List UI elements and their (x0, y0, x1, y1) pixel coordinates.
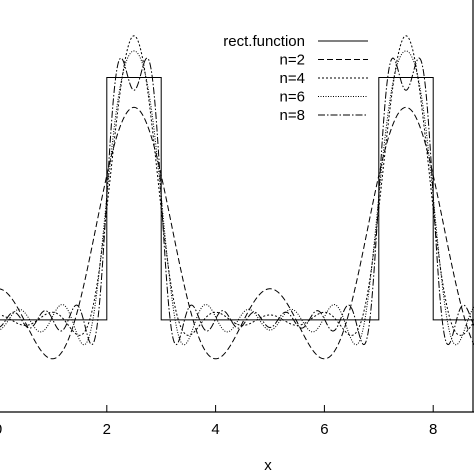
x-tick-label: 4 (211, 421, 219, 438)
legend-label-1: n=2 (280, 52, 305, 69)
series-line-2 (0, 35, 474, 336)
legend: rect.function n=2n=4 n=6n=8 (223, 33, 368, 124)
series-line-3 (0, 50, 474, 346)
legend-label-4: n=8 (280, 107, 305, 124)
series-line-1 (0, 106, 474, 360)
x-tick-label: 8 (429, 421, 437, 438)
x-tick-label: 6 (320, 421, 328, 438)
tick-layer: 0 2 4 6 8 (0, 405, 437, 438)
x-axis-label: x (264, 457, 272, 474)
x-tick-label: 2 (103, 421, 111, 438)
series-layer (0, 35, 474, 360)
legend-label-0: rect.function (223, 33, 305, 50)
series-line-0 (0, 77, 474, 321)
legend-label-3: n=6 (280, 89, 305, 106)
series-line-4 (0, 57, 474, 346)
legend-label-2: n=4 (280, 70, 305, 87)
plot-frame (0, 0, 474, 413)
x-tick-label: 0 (0, 421, 2, 438)
